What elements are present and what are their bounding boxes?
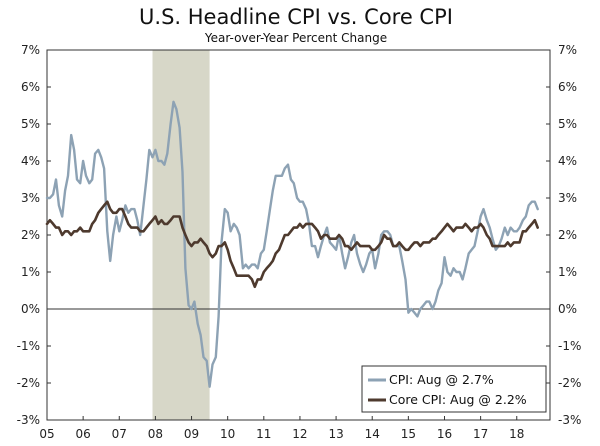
x-tick-label: 12 bbox=[292, 427, 307, 441]
x-tick-label: 08 bbox=[148, 427, 163, 441]
x-tick-label: 16 bbox=[437, 427, 452, 441]
x-tick-label: 09 bbox=[184, 427, 199, 441]
y-tick-label-left: -1% bbox=[17, 339, 40, 353]
legend-label-core-cpi: Core CPI: Aug @ 2.2% bbox=[389, 392, 527, 407]
y-tick-label-right: 4% bbox=[558, 154, 577, 168]
y-tick-label-left: 6% bbox=[21, 80, 40, 94]
y-tick-label-right: 1% bbox=[558, 265, 577, 279]
x-tick-label: 10 bbox=[220, 427, 235, 441]
y-tick-label-left: -3% bbox=[17, 413, 40, 427]
x-tick-label: 11 bbox=[256, 427, 271, 441]
y-tick-label-left: 4% bbox=[21, 154, 40, 168]
x-tick-label: 18 bbox=[509, 427, 524, 441]
legend-label-cpi: CPI: Aug @ 2.7% bbox=[389, 372, 494, 387]
x-tick-label: 05 bbox=[39, 427, 54, 441]
x-tick-label: 17 bbox=[473, 427, 488, 441]
x-tick-label: 06 bbox=[75, 427, 90, 441]
y-tick-label-right: 3% bbox=[558, 191, 577, 205]
y-tick-label-left: 0% bbox=[21, 302, 40, 316]
y-tick-label-left: 1% bbox=[21, 265, 40, 279]
legend-box bbox=[361, 365, 547, 413]
plot-frame bbox=[46, 49, 551, 421]
y-tick-label-left: 7% bbox=[21, 43, 40, 57]
series-line-cpi bbox=[45, 100, 539, 388]
y-tick-label-right: 6% bbox=[558, 80, 577, 94]
y-tick-label-right: -2% bbox=[558, 376, 581, 390]
y-tick-label-right: -3% bbox=[558, 413, 581, 427]
x-tick-label: 07 bbox=[112, 427, 127, 441]
chart-subtitle: Year-over-Year Percent Change bbox=[204, 31, 387, 45]
series-line-core-cpi bbox=[45, 200, 540, 289]
x-tick-label: 15 bbox=[401, 427, 416, 441]
y-tick-label-left: 3% bbox=[21, 191, 40, 205]
y-tick-label-right: 0% bbox=[558, 302, 577, 316]
y-tick-label-right: -1% bbox=[558, 339, 581, 353]
y-tick-label-right: 5% bbox=[558, 117, 577, 131]
chart-title: U.S. Headline CPI vs. Core CPI bbox=[139, 5, 453, 29]
y-tick-label-left: 5% bbox=[21, 117, 40, 131]
y-tick-label-left: -2% bbox=[17, 376, 40, 390]
recession-band bbox=[152, 50, 210, 420]
y-tick-label-right: 2% bbox=[558, 228, 577, 242]
y-tick-label-right: 7% bbox=[558, 43, 577, 57]
x-tick-label: 13 bbox=[328, 427, 343, 441]
legend: CPI: Aug @ 2.7% Core CPI: Aug @ 2.2% bbox=[361, 365, 547, 413]
x-tick-label: 14 bbox=[365, 427, 380, 441]
y-tick-label-left: 2% bbox=[21, 228, 40, 242]
